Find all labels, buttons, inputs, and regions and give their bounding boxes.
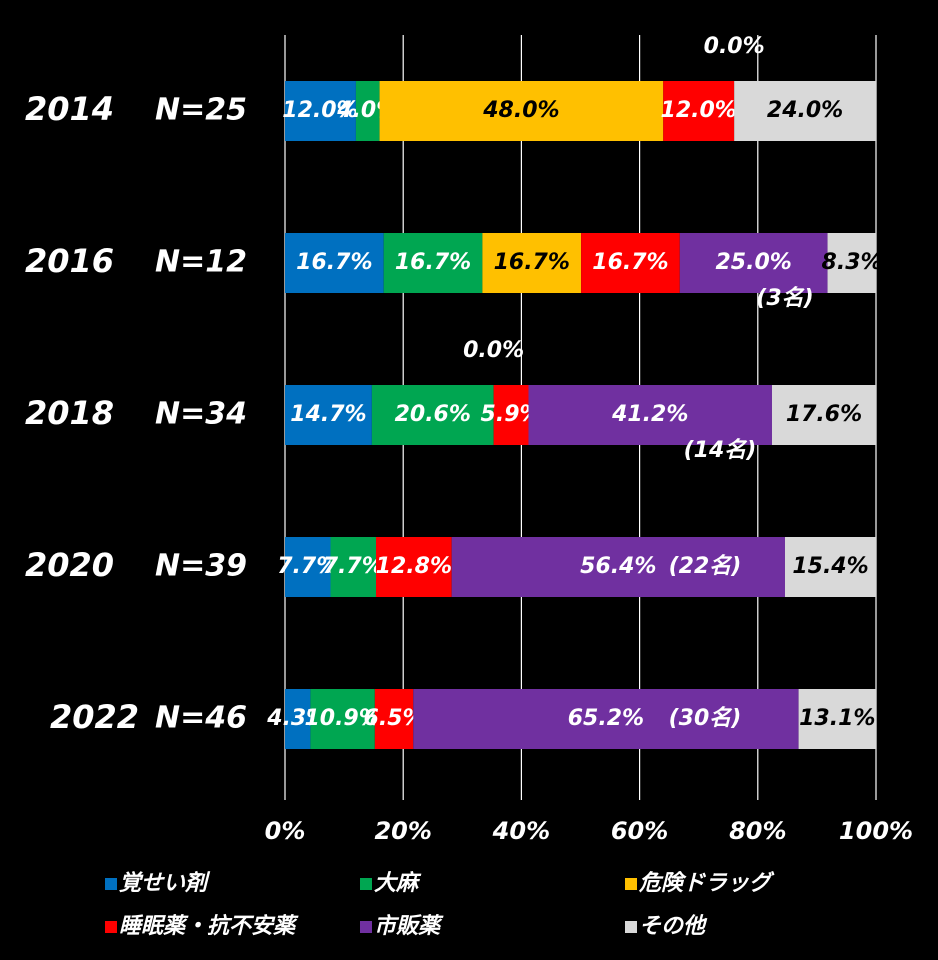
bar-segment [379, 81, 664, 141]
bar-segment [771, 385, 876, 445]
bar-segment [383, 233, 483, 293]
legend-label: 大麻 [374, 870, 422, 896]
bar-segment [285, 689, 311, 749]
value-label: 8.3% [822, 250, 883, 275]
bar-segment [663, 81, 735, 141]
value-label: 12.8% [376, 554, 452, 579]
x-tick-label: 100% [839, 817, 913, 845]
legend-swatch [105, 878, 117, 890]
bar-segment [581, 233, 680, 293]
bar-segment [528, 385, 772, 445]
value-label: 65.2% [568, 706, 644, 731]
value-label: 16.7% [296, 250, 372, 275]
annotation: (22名) [669, 554, 742, 579]
bar-segment [371, 385, 494, 445]
value-label: 15.4% [792, 554, 868, 579]
n-label: N=25 [155, 93, 247, 128]
bar-segment [376, 537, 452, 597]
legend-label: 市販薬 [374, 913, 444, 939]
value-label: 14.7% [290, 402, 366, 427]
x-tick-label: 60% [611, 817, 668, 845]
value-label: 16.7% [395, 250, 471, 275]
category-label: 2020 [25, 546, 114, 584]
value-label: 7.7% [277, 554, 338, 579]
value-label: 16.7% [592, 250, 668, 275]
x-tick-label: 80% [729, 817, 786, 845]
bar-segment [285, 81, 356, 141]
legend-swatch [105, 921, 117, 933]
value-label: 0.0% [463, 338, 524, 363]
bar-segment [734, 81, 876, 141]
bar-segment [482, 233, 582, 293]
value-label: 12.0% [282, 98, 358, 123]
bar-segment [679, 233, 828, 293]
n-label: N=34 [155, 397, 247, 432]
legend-swatch [360, 878, 372, 890]
bar-segment [310, 689, 375, 749]
value-label: 25.0% [715, 250, 791, 275]
value-label: 56.4% [580, 554, 656, 579]
category-label: 2018 [25, 394, 114, 432]
bar-segment [330, 537, 377, 597]
bar-segment [493, 385, 529, 445]
value-label: 7.7% [323, 554, 384, 579]
value-label: 20.6% [395, 402, 471, 427]
value-label: 17.6% [786, 402, 862, 427]
value-label: 0.0% [704, 34, 765, 59]
legend-label: 覚せい剤 [119, 870, 211, 896]
bar-segment [285, 233, 384, 293]
legend-swatch [625, 878, 637, 890]
n-label: N=39 [155, 549, 247, 584]
legend-label: 危険ドラッグ [638, 871, 775, 896]
legend-label: 睡眠薬・抗不安薬 [119, 913, 299, 939]
n-label: N=12 [155, 245, 247, 280]
annotation: (14名) [684, 438, 757, 463]
value-label: 10.9% [304, 706, 380, 731]
value-label: 24.0% [767, 98, 843, 123]
x-tick-label: 20% [374, 817, 431, 845]
bar-segment [285, 385, 372, 445]
legend-swatch [625, 921, 637, 933]
x-tick-label: 0% [265, 817, 306, 845]
annotation: (30名) [669, 706, 742, 731]
category-label: 2022 [50, 698, 139, 736]
bar-segment [413, 689, 799, 749]
bar-segment [355, 81, 380, 141]
legend-label: その他 [639, 914, 708, 939]
value-label: 48.0% [482, 98, 559, 123]
category-label: 2016 [25, 242, 114, 280]
bar-segment [285, 537, 331, 597]
bar-segment [784, 537, 876, 597]
value-label: 12.0% [661, 98, 737, 123]
n-label: N=46 [155, 701, 247, 736]
bar-segment [451, 537, 785, 597]
value-label: 16.7% [494, 250, 570, 275]
value-label: 41.2% [611, 402, 688, 427]
category-label: 2014 [25, 90, 114, 128]
value-label: 13.1% [799, 706, 875, 731]
bar-segment [827, 233, 877, 293]
bar-segment [374, 689, 414, 749]
x-tick-label: 40% [492, 817, 550, 845]
annotation: (3名) [756, 286, 813, 311]
bar-segment [798, 689, 876, 749]
legend-swatch [360, 921, 372, 933]
